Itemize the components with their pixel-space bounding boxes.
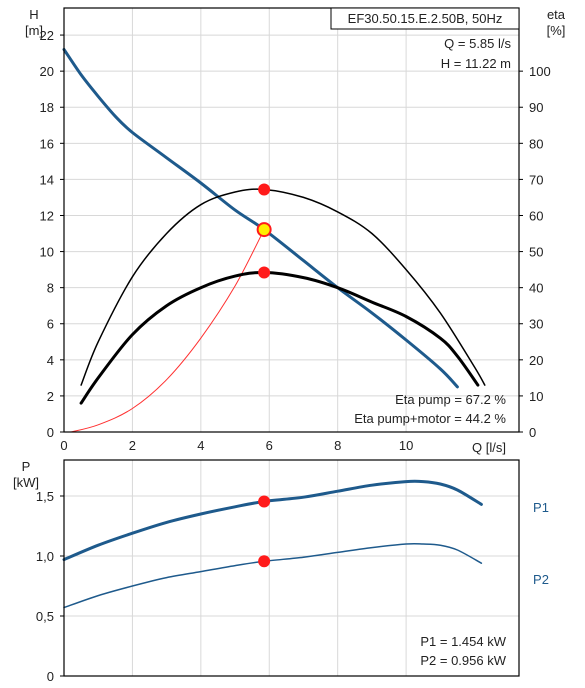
upper-plot-frame: [63, 7, 520, 433]
duty-point: [256, 222, 272, 238]
y-tick-label: 16: [40, 136, 54, 151]
y2-tick-label: 80: [529, 136, 543, 151]
title-box: [330, 7, 520, 30]
y2-tick-label: 90: [529, 100, 543, 115]
lower-plot-frame: [63, 459, 520, 677]
legend-p1: P1: [533, 500, 549, 515]
y-tick-label: 20: [40, 64, 54, 79]
y-tick-label: 22: [40, 28, 54, 43]
y2-axis-symbol: eta: [547, 7, 566, 22]
eta-pump-point: [258, 183, 271, 196]
x-tick-label: 10: [399, 438, 413, 453]
x-tick-label: 6: [266, 438, 273, 453]
x-tick-label: 0: [60, 438, 67, 453]
upper-curves: [62, 48, 486, 433]
eta-total-curve: [79, 270, 480, 405]
p1-curve: [62, 479, 483, 562]
upper-grid: [63, 8, 519, 433]
system-curve: [70, 229, 265, 433]
p2-text: P2 = 0.956 kW: [420, 653, 506, 668]
upper-y-ticks: 0 2 4 6 8 10 12 14 16 18 20 22: [40, 28, 64, 440]
y2-tick-label: 50: [529, 245, 543, 260]
p2-curve: [63, 542, 483, 609]
legend-p2: P2: [533, 572, 549, 587]
y2-tick-label: 40: [529, 281, 543, 296]
x-tick-label: 8: [334, 438, 341, 453]
power-axis-unit: [kW]: [13, 475, 39, 490]
power-tick-label: 1,0: [36, 549, 54, 564]
eta-pump-text: Eta pump = 67.2 %: [395, 392, 506, 407]
y2-tick-label: 10: [529, 389, 543, 404]
y-tick-label: 8: [47, 281, 54, 296]
upper-points: [256, 183, 272, 279]
y-tick-label: 14: [40, 172, 54, 187]
y2-tick-label: 0: [529, 425, 536, 440]
info-h: H = 11.22 m: [441, 56, 511, 71]
x-axis-label: Q [l/s]: [472, 440, 506, 455]
p1-point: [258, 495, 271, 508]
y2-tick-label: 20: [529, 353, 543, 368]
y2-tick-label: 30: [529, 317, 543, 332]
power-tick-label: 0: [47, 669, 54, 684]
p2-point: [258, 555, 271, 568]
power-tick-label: 0,5: [36, 609, 54, 624]
y-tick-label: 0: [47, 425, 54, 440]
upper-y2-ticks: 0 10 20 30 40 50 60 70 80 90 100: [519, 64, 551, 440]
y-axis-unit: [m]: [25, 23, 43, 38]
power-tick-label: 1,5: [36, 489, 54, 504]
y-axis-symbol: H: [29, 7, 38, 22]
lower-points: [258, 495, 271, 568]
eta-total-point: [258, 266, 271, 279]
x-tick-label: 2: [129, 438, 136, 453]
y-tick-label: 6: [47, 317, 54, 332]
chart-title: EF30.50.15.E.2.50B, 50Hz: [348, 11, 503, 26]
upper-x-ticks: 0 2 4 6 8 10: [60, 438, 413, 453]
y-tick-label: 10: [40, 245, 54, 260]
y-tick-label: 12: [40, 208, 54, 223]
eta-total-text: Eta pump+motor = 44.2 %: [354, 411, 506, 426]
x-tick-label: 4: [197, 438, 204, 453]
y2-tick-label: 100: [529, 64, 551, 79]
y2-tick-label: 70: [529, 172, 543, 187]
power-axis-symbol: P: [22, 459, 31, 474]
y-tick-label: 18: [40, 100, 54, 115]
head-curve: [62, 48, 459, 389]
lower-panel: 0 0,5 1,0 1,5 P [kW] P1 P2 P1 = 1.454 kW P2…: [13, 459, 549, 684]
y2-tick-label: 60: [529, 208, 543, 223]
y-tick-label: 2: [47, 389, 54, 404]
lower-y-ticks: 0 0,5 1,0 1,5: [36, 489, 64, 684]
p1-text: P1 = 1.454 kW: [420, 634, 506, 649]
info-q: Q = 5.85 l/s: [444, 36, 511, 51]
lower-curves: [62, 479, 483, 609]
y2-axis-unit: [%]: [547, 23, 566, 38]
eta-pump-curve: [80, 188, 486, 386]
y-tick-label: 4: [47, 353, 54, 368]
